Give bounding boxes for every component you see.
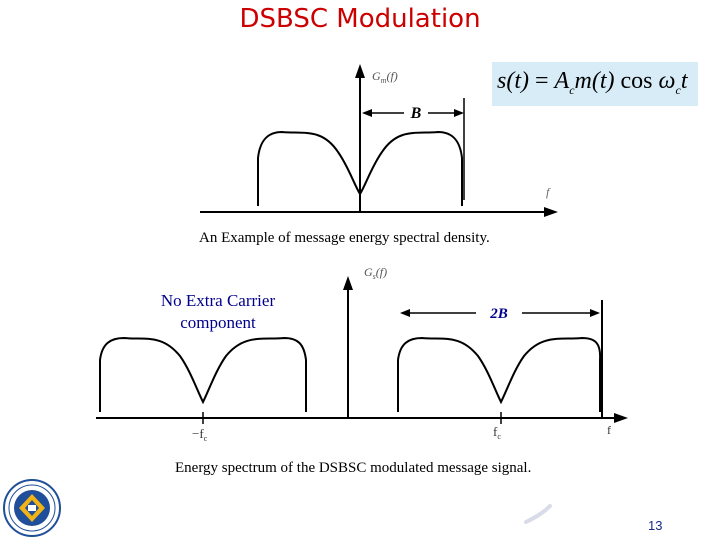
formula-lhs: s(t)	[497, 68, 529, 94]
pos-carrier-label: fc	[493, 424, 501, 441]
message-y-label: Gm(f)	[372, 69, 398, 85]
note-line-2: component	[180, 313, 256, 332]
modulated-caption: Energy spectrum of the DSBSC modulated m…	[175, 460, 532, 476]
message-band-arrow-left-icon	[362, 109, 372, 117]
modulated-y-label: Gs(f)	[364, 265, 387, 281]
message-caption: An Example of message energy spectral de…	[199, 230, 490, 246]
message-spectrum-curve	[257, 130, 463, 206]
message-x-label: f	[546, 185, 551, 199]
message-band-arrow-right-icon	[454, 109, 464, 117]
modulated-y-arrow-icon	[343, 276, 353, 290]
formula-message: m(t)	[574, 68, 615, 94]
message-x-arrow-icon	[544, 207, 558, 217]
neg-carrier-label: −fc	[192, 426, 208, 443]
page-number: 13	[648, 518, 663, 533]
slide-title: DSBSC Modulation	[239, 4, 481, 34]
formula-omega: ω	[658, 68, 676, 94]
right-sideband-curve	[397, 336, 602, 412]
formula-amplitude: A	[554, 68, 570, 94]
university-logo-icon	[3, 479, 61, 537]
modulated-band-arrow-left-icon	[400, 309, 410, 317]
formula-background	[492, 62, 698, 106]
modulated-bandwidth-label: 2B	[489, 306, 508, 322]
formula-cos: cos	[614, 68, 659, 94]
modulated-band-arrow-right-icon	[590, 309, 600, 317]
note-line-1: No Extra Carrier	[160, 291, 276, 310]
formula-t: t	[680, 68, 688, 94]
message-bandwidth-label: B	[410, 105, 422, 122]
modulated-x-arrow-icon	[614, 413, 628, 423]
decorative-swoosh	[524, 504, 552, 524]
formula-omega-sub: c	[675, 82, 681, 97]
left-sideband-curve	[99, 336, 307, 412]
message-y-arrow-icon	[355, 64, 365, 78]
dsbsc-formula: s(t) = Acm(t) cos ωct	[497, 68, 687, 98]
no-carrier-note: No Extra Carrier component	[118, 290, 318, 334]
modulated-x-label: f	[607, 423, 611, 437]
formula-equals: =	[529, 68, 555, 94]
formula-amplitude-sub: c	[569, 82, 575, 97]
